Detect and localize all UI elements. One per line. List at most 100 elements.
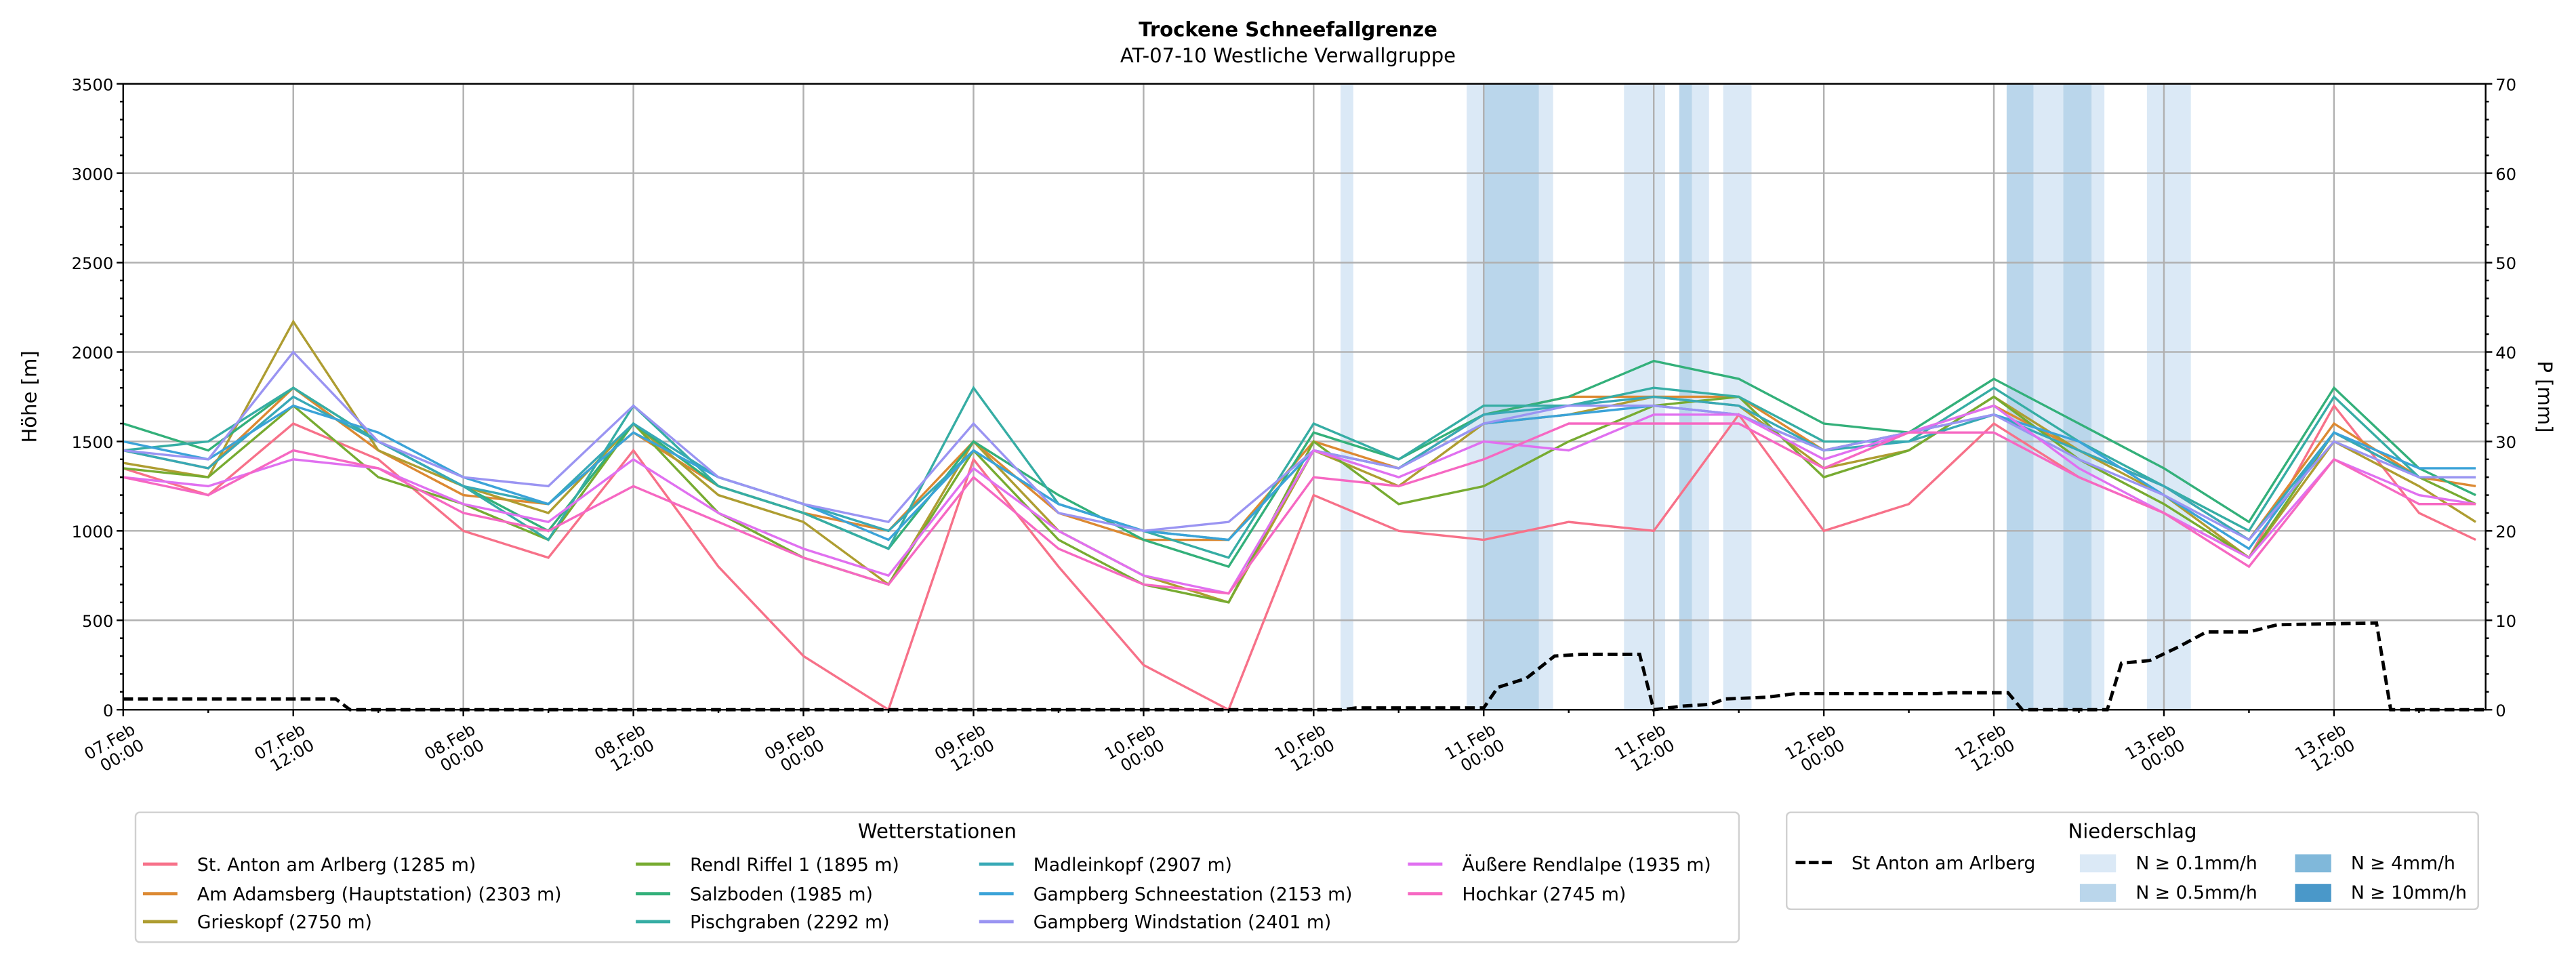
legend-item-station: Gampberg Windstation (2401 m): [979, 910, 1332, 933]
legend-label: N ≥ 10mm/h: [2350, 881, 2467, 903]
y-tick-label: 1000: [72, 522, 114, 541]
precip-band: [2033, 83, 2064, 710]
y2-tick-label: 50: [2495, 253, 2516, 273]
y-tick-label: 1500: [72, 432, 114, 452]
x-tick-label: 12.Feb00:00: [1781, 719, 1847, 779]
line-swatch: [979, 920, 1014, 924]
x-tick-label: 12.Feb12:00: [1951, 719, 2018, 779]
legend-stations: Wetterstationen St. Anton am Arlberg (12…: [134, 811, 1740, 943]
legend-item-station: Pischgraben (2292 m): [636, 910, 890, 933]
legend-label: Grieskopf (2750 m): [197, 911, 372, 933]
legend-label: N ≥ 0.5mm/h: [2135, 881, 2257, 903]
legend-item-station: Madleinkopf (2907 m): [979, 853, 1232, 876]
legend-item-precip-line: St Anton am Arlberg: [1795, 851, 2036, 874]
y-tick-label: 0: [103, 701, 113, 720]
y2-tick-label: 40: [2495, 343, 2516, 363]
x-tick-label: 08.Feb12:00: [591, 719, 657, 779]
precip-band: [1538, 83, 1553, 710]
y2-tick-label: 20: [2495, 522, 2516, 541]
legend-stations-title: Wetterstationen: [857, 819, 1017, 843]
chart-subtitle: AT-07-10 Westliche Verwallgruppe: [1120, 44, 1456, 68]
series-line: [123, 404, 2476, 595]
x-tick-label: 10.Feb12:00: [1271, 719, 1338, 779]
series-line: [123, 386, 2476, 559]
legend-item-station: St. Anton am Arlberg (1285 m): [142, 853, 476, 876]
line-swatch: [1408, 862, 1443, 866]
y-tick-label: 2000: [72, 343, 114, 363]
chart-title: Trockene Schneefallgrenze: [1139, 18, 1437, 41]
color-patch: [2295, 853, 2331, 872]
x-tick-label: 09.Feb00:00: [761, 719, 827, 779]
x-tick-label: 07.Feb00:00: [81, 719, 147, 779]
x-tick-label: 08.Feb00:00: [421, 719, 487, 779]
legend-label: N ≥ 0.1mm/h: [2135, 851, 2257, 874]
x-tick-label: 11.Feb00:00: [1442, 719, 1508, 779]
legend-item-precip-level: N ≥ 0.1mm/h: [2079, 851, 2257, 874]
y2-axis-label: P [mm]: [2533, 361, 2556, 432]
axes-frame: [122, 83, 2487, 711]
y-tick-label: 3500: [72, 75, 114, 94]
legend-item-station: Grieskopf (2750 m): [142, 910, 372, 933]
line-swatch: [142, 920, 178, 924]
y-tick-label: 2500: [72, 253, 114, 273]
legend-label: Äußere Rendlalpe (1935 m): [1462, 853, 1711, 875]
precip-band: [1484, 83, 1539, 710]
color-patch: [2079, 882, 2117, 901]
precip-band: [1341, 83, 1353, 710]
series-line: [123, 422, 2476, 595]
legend-item-station: Am Adamsberg (Hauptstation) (2303 m): [142, 882, 562, 905]
dashed-line-swatch: [1795, 861, 1832, 865]
line-swatch: [979, 862, 1014, 866]
legend-item-station: Gampberg Schneestation (2153 m): [979, 882, 1353, 905]
legend-item-station: Rendl Riffel 1 (1895 m): [636, 853, 899, 876]
precip-band: [2091, 83, 2105, 710]
precip-band: [2146, 83, 2191, 710]
legend-label: Rendl Riffel 1 (1895 m): [690, 853, 899, 875]
legend-precip: Niederschlag St Anton am Arlberg N ≥ 0.1…: [1785, 811, 2479, 910]
legend-precip-title: Niederschlag: [2068, 819, 2197, 843]
legend-label: Pischgraben (2292 m): [690, 911, 890, 933]
x-tick-label: 13.Feb00:00: [2121, 719, 2188, 779]
y2-tick-label: 10: [2495, 611, 2516, 631]
line-swatch: [636, 920, 671, 924]
legend-label: St Anton am Arlberg: [1851, 851, 2036, 874]
line-swatch: [636, 862, 671, 866]
legend-label: Gampberg Windstation (2401 m): [1033, 911, 1332, 933]
legend-label: Hochkar (2745 m): [1462, 882, 1627, 905]
legend-item-precip-level: N ≥ 0.5mm/h: [2079, 880, 2257, 903]
y2-tick-label: 70: [2495, 75, 2516, 94]
line-swatch: [979, 892, 1014, 896]
legend-label: Am Adamsberg (Hauptstation) (2303 m): [197, 882, 562, 905]
legend-item-station: Salzboden (1985 m): [636, 882, 873, 905]
y2-tick-label: 0: [2495, 701, 2506, 720]
x-tick-label: 13.Feb12:00: [2291, 719, 2358, 779]
line-swatch: [142, 862, 178, 866]
line-swatch: [1408, 892, 1443, 896]
y2-tick-label: 30: [2495, 432, 2516, 452]
legend-label: N ≥ 4mm/h: [2350, 851, 2455, 874]
series-line: [123, 395, 2476, 604]
color-patch: [2295, 882, 2331, 901]
line-swatch: [636, 892, 671, 896]
line-swatch: [142, 892, 178, 896]
x-tick-label: 10.Feb00:00: [1101, 719, 1168, 779]
precip-band: [1467, 83, 1484, 710]
legend-label: Madleinkopf (2907 m): [1033, 853, 1232, 875]
precip-band: [2063, 83, 2092, 710]
legend-label: Gampberg Schneestation (2153 m): [1033, 882, 1353, 905]
legend-item-station: Hochkar (2745 m): [1408, 882, 1626, 905]
color-patch: [2079, 853, 2117, 872]
y-axis-label: Höhe [m]: [18, 350, 41, 443]
legend-item-station: Äußere Rendlalpe (1935 m): [1408, 853, 1711, 876]
y-tick-label: 3000: [72, 164, 114, 184]
y-tick-label: 500: [82, 611, 113, 631]
x-tick-label: 09.Feb12:00: [931, 719, 998, 779]
legend-label: St. Anton am Arlberg (1285 m): [197, 853, 476, 875]
legend-item-precip-level: N ≥ 10mm/h: [2295, 880, 2467, 903]
precip-line: [123, 621, 2486, 712]
legend-label: Salzboden (1985 m): [690, 882, 873, 905]
x-tick-label: 11.Feb12:00: [1612, 719, 1678, 779]
legend-item-precip-level: N ≥ 4mm/h: [2295, 851, 2455, 874]
